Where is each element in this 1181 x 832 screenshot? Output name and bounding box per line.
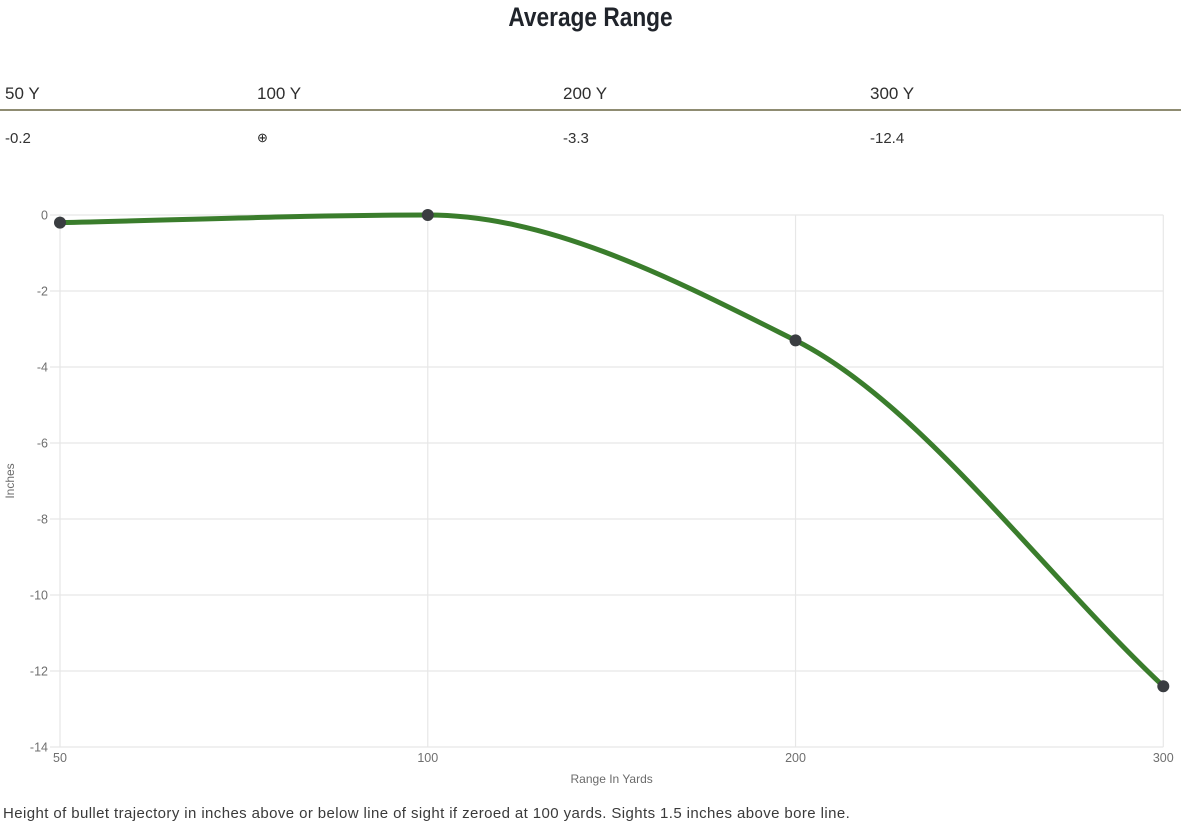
summary-value-200y: -3.3 (563, 130, 589, 147)
summary-divider (0, 109, 1181, 111)
y-tick-label: -10 (30, 589, 48, 603)
data-point[interactable] (1157, 680, 1170, 693)
page-title: Average Range (508, 2, 673, 32)
x-tick-label: 100 (417, 751, 438, 765)
summary-header-200y: 200 Y (563, 84, 608, 103)
y-axis-title: Inches (3, 463, 17, 498)
trajectory-line (59, 212, 1166, 689)
summary-header-50y: 50 Y (5, 84, 40, 103)
summary-value-300y: -12.4 (870, 130, 905, 147)
y-tick-label: -14 (30, 741, 48, 755)
trajectory-chart: 0 -2 -4 -6 -8 -10 -12 -14 50 100 200 300 Inches Range… (0, 190, 1181, 800)
x-tick-label: 200 (785, 751, 806, 765)
y-tick-label: 0 (41, 209, 48, 223)
y-tick-label: -8 (37, 513, 48, 527)
footer-note: Height of bullet trajectory in inches ab… (3, 805, 851, 822)
summary-header-100y: 100 Y (257, 84, 302, 103)
x-tick-label: 300 (1153, 751, 1174, 765)
summary-value-50y: -0.2 (5, 130, 31, 147)
trajectory-chart-svg: 0 -2 -4 -6 -8 -10 -12 -14 50 100 200 300 Inches Range… (3, 209, 1174, 787)
data-point[interactable] (789, 334, 802, 347)
data-point[interactable] (421, 209, 434, 221)
data-point[interactable] (54, 216, 66, 229)
summary-header-300y: 300 Y (870, 84, 915, 103)
x-axis-title: Range In Yards (571, 772, 653, 786)
range-summary-headers: 50 Y 100 Y 200 Y 300 Y (0, 84, 1181, 104)
y-tick-label: -2 (37, 285, 48, 299)
range-summary-values: -0.2 ⊕ -3.3 -12.4 (0, 130, 1181, 147)
y-tick-label: -6 (37, 437, 48, 451)
zero-point-symbol: ⊕ (257, 130, 268, 145)
y-tick-label: -4 (37, 361, 48, 375)
y-tick-label: -12 (30, 665, 48, 679)
x-tick-label: 50 (53, 751, 67, 765)
